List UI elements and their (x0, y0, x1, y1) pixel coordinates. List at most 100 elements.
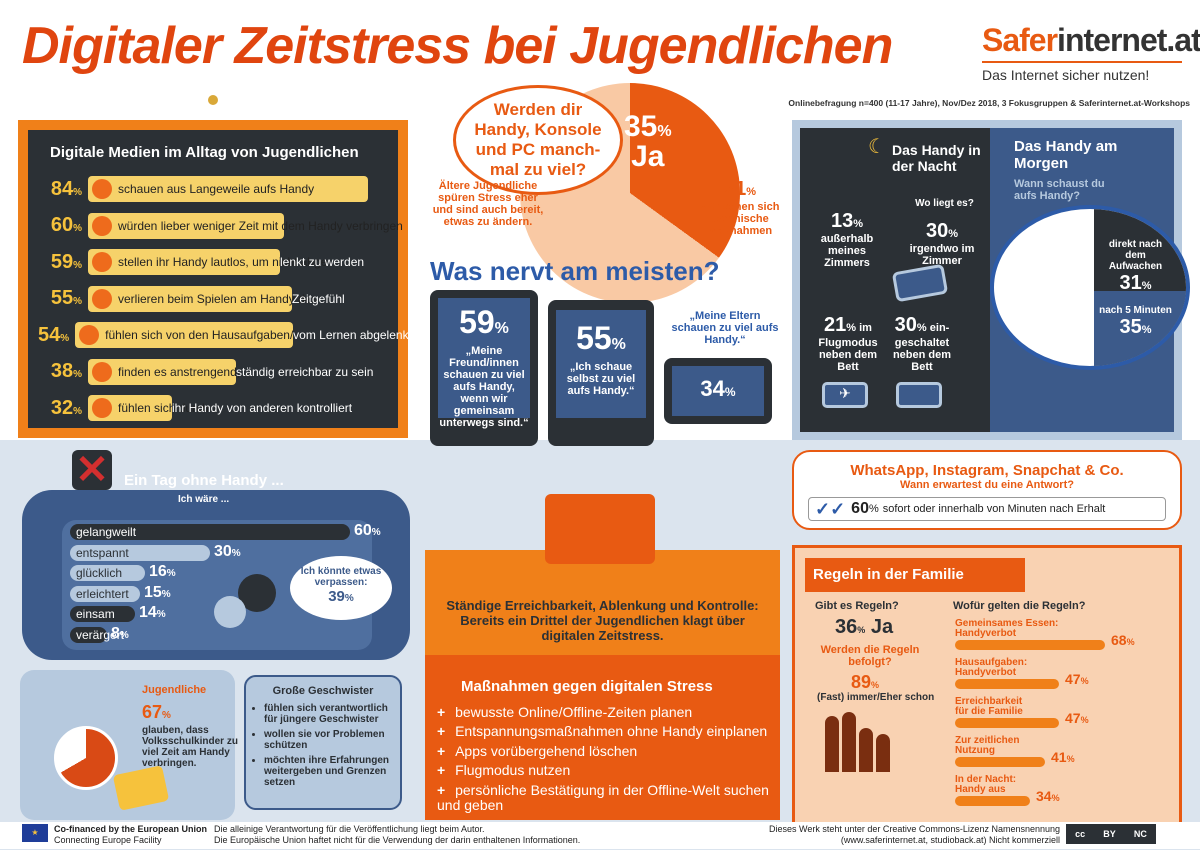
sofa-row-label: gelangweilt (76, 525, 137, 539)
p1-pct: 59 (459, 304, 495, 340)
rule-pct-value: 41 (1051, 749, 1067, 765)
board-row-pct-value: 84 (50, 177, 74, 200)
youth-panel (20, 670, 235, 820)
pct-sign: % (73, 405, 82, 417)
rule-pct: 68% (1111, 632, 1135, 648)
board-row-pct: 60% (38, 214, 88, 237)
miss-text: Ich könnte etwas verpassen: (300, 566, 382, 588)
night-b-pct: 30 (925, 220, 949, 242)
board-row: 32% fühlen sich durch ihr Handy von ander… (38, 390, 388, 427)
board-row-bar: würden lieber weniger Zeit mit dem Handy… (88, 212, 403, 239)
ja-label: Ja (631, 140, 665, 173)
sofa-row-pct: 15% (144, 584, 171, 602)
eu-flag-icon: ★ (22, 824, 48, 842)
board-row-text: würden lieber weniger Zeit mit dem Handy… (118, 218, 403, 233)
annoy-heading: Was nervt am meisten? (430, 256, 720, 286)
youth-pct: 67 (142, 702, 163, 722)
messenger-box: WhatsApp, Instagram, Snapchat & Co. Wann… (792, 450, 1182, 530)
sofa-row-label: erleichtert (76, 586, 129, 601)
key-bar (955, 640, 1105, 650)
measure-item: persönliche Bestätigung in der Offline-W… (437, 782, 780, 814)
sofa-row-label: entspannt (76, 545, 129, 560)
night-a-text: außerhalb meines Zimmers (820, 233, 874, 269)
sofa-row-pct: 30% (214, 543, 241, 561)
clock-segment-5min (1094, 291, 1186, 366)
night-a: 13% außerhalb meines Zimmers (820, 210, 874, 269)
rule-label-1: Zur zeitlichen (955, 735, 1020, 746)
board-row-bar: schauen aus Langeweile aufs Handy (88, 176, 368, 203)
night-c-pct: 21 (824, 314, 847, 336)
license-1: Dieses Werk steht unter der Creative Com… (769, 824, 1060, 834)
board-row-text: stellen ihr Handy lautlos, um nicht abge (118, 255, 328, 270)
measure-item: Apps vorübergehend löschen (437, 743, 780, 759)
pct-sign: % (156, 609, 166, 620)
double-check-icon: ✓✓ (815, 498, 846, 519)
sofa-row-label: glücklich (76, 566, 123, 580)
emoji-face-icon (92, 179, 112, 200)
morning-m1: direkt nach dem Aufwachen 31% (1108, 239, 1163, 294)
measure-item: bewusste Online/Offline-Zeiten planen (437, 704, 780, 720)
board-row-bar: fühlen sich durch (88, 395, 209, 422)
rule-pct: 34% (1036, 788, 1060, 804)
survey-note: Onlinebefragung n=400 (11-17 Jahre), Nov… (788, 98, 1190, 108)
board-row-text: fühlen sich durch (118, 401, 209, 416)
pct-sign: % (73, 369, 82, 381)
saferinternet-logo[interactable]: Saferinternet.at Das Internet sicher nut… (982, 22, 1200, 83)
p2-pct: 55 (576, 320, 612, 356)
youth-text: glauben, dass Volksschulkinder zu viel Z… (142, 725, 238, 769)
rules-title: Regeln in der Familie (805, 558, 1025, 592)
rules-q2-answer: (Fast) immer/Eher schon (817, 692, 935, 703)
rule-label-2: Nutzung (955, 745, 995, 756)
p2-quote: „Ich schaue selbst zu viel aufs Handy.“ (566, 361, 636, 397)
disclaimer-1: Die alleinige Verantwortung für die Verö… (214, 824, 485, 834)
sofa-row: gelangweilt (70, 524, 350, 540)
sofa-row: entspannt (70, 544, 210, 561)
pct-sign: % (494, 320, 509, 337)
moon-icon: ☾ (868, 136, 886, 158)
siblings-item: wollen sie vor Problemen schützen (264, 729, 392, 751)
board-row-rest: ihr Handy von anderen kontrolliert (172, 401, 353, 416)
p3-quote: „Meine Eltern schauen zu viel aufs Handy… (671, 310, 779, 346)
smile-face-icon (214, 596, 246, 628)
m1-text: direkt nach dem Aufwachen (1108, 239, 1163, 272)
rules-q1: Gibt es Regeln? (815, 600, 899, 612)
night-d-pct: 30 (894, 314, 917, 336)
night-sub: Wo liegt es? (915, 198, 974, 209)
phone-2: 55% „Ich schaue selbst zu viel aufs Hand… (548, 300, 654, 446)
rules-q2-pct: 89% (851, 672, 880, 692)
pct-sign: % (161, 588, 171, 600)
siblings-panel: Große Geschwister fühlen sich verantwort… (244, 675, 402, 810)
sofa-row-pct-value: 30 (214, 542, 232, 560)
sofa-row-pct-value: 14 (139, 604, 157, 621)
pct-sign: % (1080, 715, 1089, 725)
siblings-item: möchten ihre Erfahrungen weitergeben und… (264, 755, 392, 788)
rule-pct-value: 68 (1111, 632, 1127, 648)
key-bar (955, 757, 1045, 767)
sofa-row-label: verärgert (76, 627, 125, 642)
pct-sign: % (724, 385, 736, 399)
ja-pct-value: 35 (624, 110, 658, 143)
cc-icon: cc (1075, 829, 1086, 839)
tablet-icon (112, 765, 170, 811)
board-row-pct-value: 59 (50, 250, 74, 273)
rules-q2: Werden die Regeln befolgt? (820, 644, 920, 668)
night-d-a: ein- (929, 322, 950, 334)
pct-sign: % (1051, 793, 1060, 803)
board-row-pct: 84% (38, 178, 88, 201)
footer: ★ Co-financed by the European Union Conn… (0, 822, 1200, 849)
measures-title: Maßnahmen gegen digitalen Stress (461, 678, 713, 695)
logo-tagline: Das Internet sicher nutzen! (982, 61, 1182, 83)
sofa-row-pct-value: 8 (111, 624, 120, 642)
q1-ja: Ja (870, 616, 894, 638)
sofa-row-pct-value: 60 (354, 522, 372, 539)
board-row: 59% stellen ihr Handy lautlos, um nicht a… (38, 244, 388, 281)
board-row-bar: fühlen sich von den Hausaufgaben/ (75, 322, 293, 349)
eu-line-1: Co-financed by the European Union (54, 824, 208, 834)
cc-license-badge[interactable]: cc BY NC (1066, 824, 1156, 844)
pct-sign: % (73, 259, 82, 271)
sofa-row: einsam (70, 606, 135, 622)
pct-sign: % (1066, 754, 1075, 764)
board-row-pct-value: 60 (50, 214, 74, 237)
board-row-bar: verlieren beim Spielen am Handy das (88, 285, 317, 312)
cc-nc-label: NC (1133, 829, 1147, 839)
